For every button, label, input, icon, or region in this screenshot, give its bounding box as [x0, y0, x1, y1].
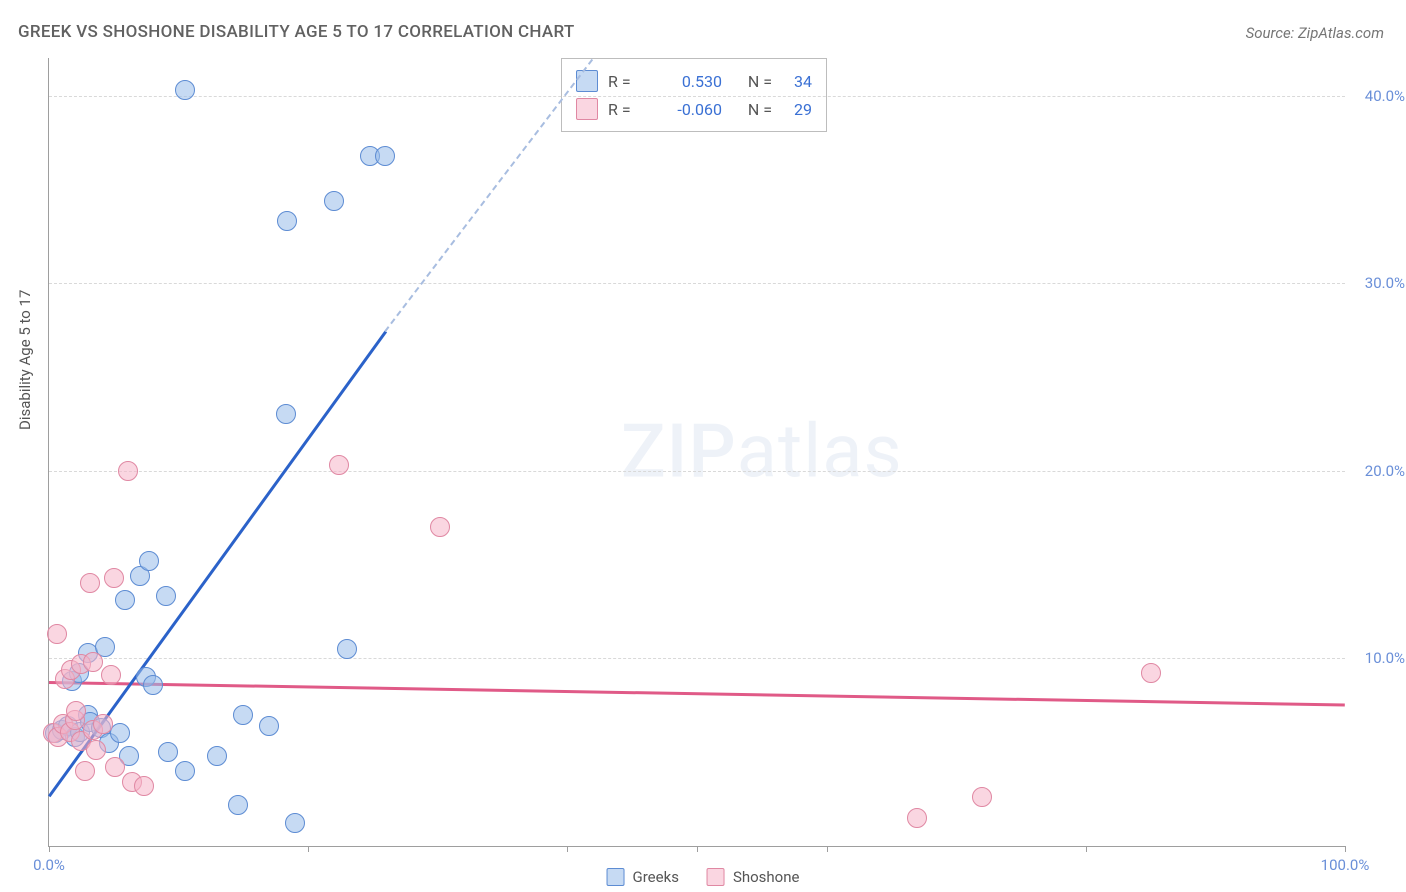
n-value-shoshone: 29 [782, 100, 812, 119]
data-point [134, 776, 154, 796]
data-point [259, 716, 279, 736]
data-point [175, 80, 195, 100]
data-point [175, 761, 195, 781]
swatch-greeks-icon [607, 868, 625, 886]
trend-line [49, 681, 1345, 706]
swatch-shoshone [576, 98, 598, 120]
data-point [329, 455, 349, 475]
y-tick-label: 40.0% [1365, 87, 1405, 105]
data-point [907, 808, 927, 828]
data-point [47, 624, 67, 644]
swatch-shoshone-icon [707, 868, 725, 886]
gridline [49, 96, 1345, 97]
legend-label-shoshone: Shoshone [733, 868, 800, 886]
data-point [118, 461, 138, 481]
r-label: R = [608, 72, 642, 91]
x-tick-label: 100.0% [1321, 856, 1370, 874]
data-point [207, 746, 227, 766]
legend-item-greeks: Greeks [607, 868, 679, 886]
r-value-shoshone: -0.060 [652, 100, 722, 119]
x-tick [1086, 846, 1087, 852]
data-point [276, 404, 296, 424]
data-point [337, 639, 357, 659]
data-point [139, 551, 159, 571]
x-tick [827, 846, 828, 852]
legend-item-shoshone: Shoshone [707, 868, 800, 886]
data-point [101, 665, 121, 685]
data-point [972, 787, 992, 807]
data-point [285, 813, 305, 833]
chart-title: GREEK VS SHOSHONE DISABILITY AGE 5 TO 17… [18, 22, 575, 42]
data-point [93, 714, 113, 734]
y-tick-label: 10.0% [1365, 649, 1405, 667]
n-label: N = [732, 72, 772, 91]
data-point [277, 211, 297, 231]
data-point [143, 675, 163, 695]
watermark: ZIPatlas [621, 409, 903, 496]
scatter-plot: ZIPatlas R = 0.530 N = 34 R = -0.060 N =… [48, 58, 1345, 847]
data-point [105, 757, 125, 777]
data-point [158, 742, 178, 762]
data-point [86, 740, 106, 760]
source-label: Source: ZipAtlas.com [1246, 24, 1384, 42]
data-point [80, 573, 100, 593]
data-point [324, 191, 344, 211]
data-point [110, 723, 130, 743]
gridline [49, 471, 1345, 472]
data-point [156, 586, 176, 606]
n-value-greeks: 34 [782, 72, 812, 91]
data-point [228, 795, 248, 815]
y-axis-label: Disability Age 5 to 17 [16, 290, 34, 430]
x-tick [1345, 846, 1346, 852]
r-label: R = [608, 100, 642, 119]
n-label: N = [732, 100, 772, 119]
legend-row-greeks: R = 0.530 N = 34 [576, 67, 812, 95]
data-point [75, 761, 95, 781]
data-point [233, 705, 253, 725]
x-tick [567, 846, 568, 852]
data-point [66, 701, 86, 721]
data-point [83, 652, 103, 672]
x-tick [49, 846, 50, 852]
x-tick-label: 0.0% [33, 856, 65, 874]
gridline [49, 658, 1345, 659]
data-point [430, 517, 450, 537]
y-tick-label: 30.0% [1365, 274, 1405, 292]
y-tick-label: 20.0% [1365, 462, 1405, 480]
data-point [104, 568, 124, 588]
series-legend: Greeks Shoshone [607, 868, 800, 886]
x-tick [308, 846, 309, 852]
legend-row-shoshone: R = -0.060 N = 29 [576, 95, 812, 123]
data-point [115, 590, 135, 610]
data-point [1141, 663, 1161, 683]
trend-line [384, 59, 595, 334]
data-point [375, 146, 395, 166]
legend-label-greeks: Greeks [633, 868, 679, 886]
r-value-greeks: 0.530 [652, 72, 722, 91]
gridline [49, 283, 1345, 284]
x-tick [697, 846, 698, 852]
